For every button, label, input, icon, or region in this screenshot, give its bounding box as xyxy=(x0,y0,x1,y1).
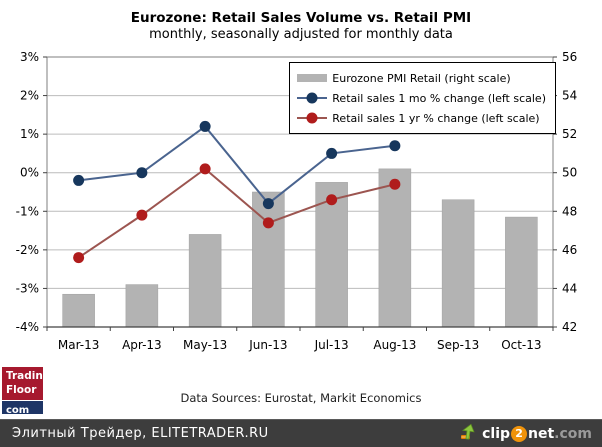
data-point-apr-13 xyxy=(136,167,148,179)
data-point-may-13 xyxy=(199,163,211,175)
legend-line-swatch-red xyxy=(297,112,328,124)
legend-item-1mo: Retail sales 1 mo % change (left scale) xyxy=(297,88,546,108)
clip2net-logo[interactable]: clip 2 net .com xyxy=(459,423,592,444)
y-tick-label-right: 50 xyxy=(562,166,577,180)
chart-plot-area: 3% 2% 1% 0% -1% -2% -3% -4% 56 54 52 50 48 46 44 42 Mar-… xyxy=(16,50,578,352)
bar-jun-13 xyxy=(252,191,285,328)
y-tick-label-left: 0% xyxy=(20,166,39,180)
legend-item-pmi: Eurozone PMI Retail (right scale) xyxy=(297,68,546,88)
data-point-jun-13 xyxy=(262,217,274,229)
site-credit-text: Элитный Трейдер, ELITETRADER.RU xyxy=(12,426,269,441)
tradingfloor-logo: Trading Floor com xyxy=(2,367,51,416)
data-point-jul-13 xyxy=(326,147,338,159)
bar-aug-13 xyxy=(378,168,412,328)
bottom-bar: Элитный Трейдер, ELITETRADER.RU clip 2 n… xyxy=(0,419,602,447)
x-axis-label: Aug-13 xyxy=(373,338,416,352)
x-axis-label: Sep-13 xyxy=(437,338,479,352)
y-tick-label-right: 56 xyxy=(562,50,577,64)
y-tick-label-left: 1% xyxy=(20,127,39,141)
chart-legend: Eurozone PMI Retail (right scale) Retail… xyxy=(289,62,556,134)
bar-oct-13 xyxy=(505,216,538,328)
y-tick-label-right: 44 xyxy=(562,281,577,295)
x-axis-label: Mar-13 xyxy=(58,338,99,352)
x-axis-label: Jun-13 xyxy=(248,338,287,352)
line-retail-sales-1-mo-change xyxy=(78,125,395,205)
x-axis-label: Jul-13 xyxy=(314,338,349,352)
bar-jul-13 xyxy=(315,182,348,328)
data-point-mar-13 xyxy=(73,252,85,264)
y-tick-label-left: -1% xyxy=(16,204,39,218)
y-tick-label-left: -2% xyxy=(16,243,39,257)
tradingfloor-logo-text-com: com xyxy=(6,405,30,416)
tradingfloor-logo-text-trading: Trading xyxy=(6,370,51,382)
data-point-mar-13 xyxy=(73,174,85,186)
data-point-apr-13 xyxy=(136,209,148,221)
x-axis-label: Oct-13 xyxy=(501,338,541,352)
tradingfloor-logo-red-box: Trading Floor xyxy=(2,367,51,400)
tradingfloor-logo-text-floor: Floor xyxy=(6,384,37,396)
data-point-aug-13 xyxy=(389,178,401,190)
tradingfloor-logo-navy-box: com xyxy=(2,401,43,416)
upload-arrow-icon xyxy=(459,423,477,444)
y-tick-label-left: -3% xyxy=(16,281,39,295)
y-tick-label-left: 2% xyxy=(20,89,39,103)
chart-title: Eurozone: Retail Sales Volume vs. Retail… xyxy=(130,10,472,26)
x-axis-label: Apr-13 xyxy=(122,338,162,352)
legend-item-1yr: Retail sales 1 yr % change (left scale) xyxy=(297,108,546,128)
y-tick-label-right: 46 xyxy=(562,243,577,257)
legend-label: Retail sales 1 yr % change (left scale) xyxy=(332,111,540,125)
legend-label: Retail sales 1 mo % change (left scale) xyxy=(332,91,546,105)
legend-bar-swatch xyxy=(297,74,328,82)
bar-mar-13 xyxy=(62,293,95,328)
data-point-aug-13 xyxy=(389,140,401,152)
clip2net-text-clip: clip xyxy=(482,425,511,442)
clip2net-text-com: .com xyxy=(554,425,592,442)
data-sources-note: Data Sources: Eurostat, Markit Economics xyxy=(180,391,422,405)
y-tick-label-right: 42 xyxy=(562,320,577,334)
y-tick-label-right: 54 xyxy=(562,89,577,103)
bar-apr-13 xyxy=(125,284,159,328)
legend-marker-red xyxy=(306,112,318,124)
data-point-jul-13 xyxy=(326,194,338,206)
line-retail-sales-1-yr-change xyxy=(78,167,396,259)
clip2net-text-net: net xyxy=(528,425,555,442)
bar-may-13 xyxy=(188,234,222,328)
y-tick-label-left: -4% xyxy=(16,320,39,334)
chart-header: Eurozone: Retail Sales Volume vs. Retail… xyxy=(0,0,602,43)
bar-sep-13 xyxy=(441,199,475,328)
data-point-jun-13 xyxy=(262,198,274,210)
y-tick-label-right: 52 xyxy=(562,127,577,141)
clip2net-badge-2: 2 xyxy=(511,425,528,442)
legend-label: Eurozone PMI Retail (right scale) xyxy=(332,71,511,85)
x-axis-label: May-13 xyxy=(183,338,227,352)
data-point-may-13 xyxy=(199,120,211,132)
y-tick-label-left: 3% xyxy=(20,50,39,64)
legend-line-swatch-blue xyxy=(297,92,328,104)
y-tick-label-right: 48 xyxy=(562,204,577,218)
chart-subtitle: monthly, seasonally adjusted for monthly… xyxy=(149,27,453,42)
legend-marker-blue xyxy=(306,92,318,104)
